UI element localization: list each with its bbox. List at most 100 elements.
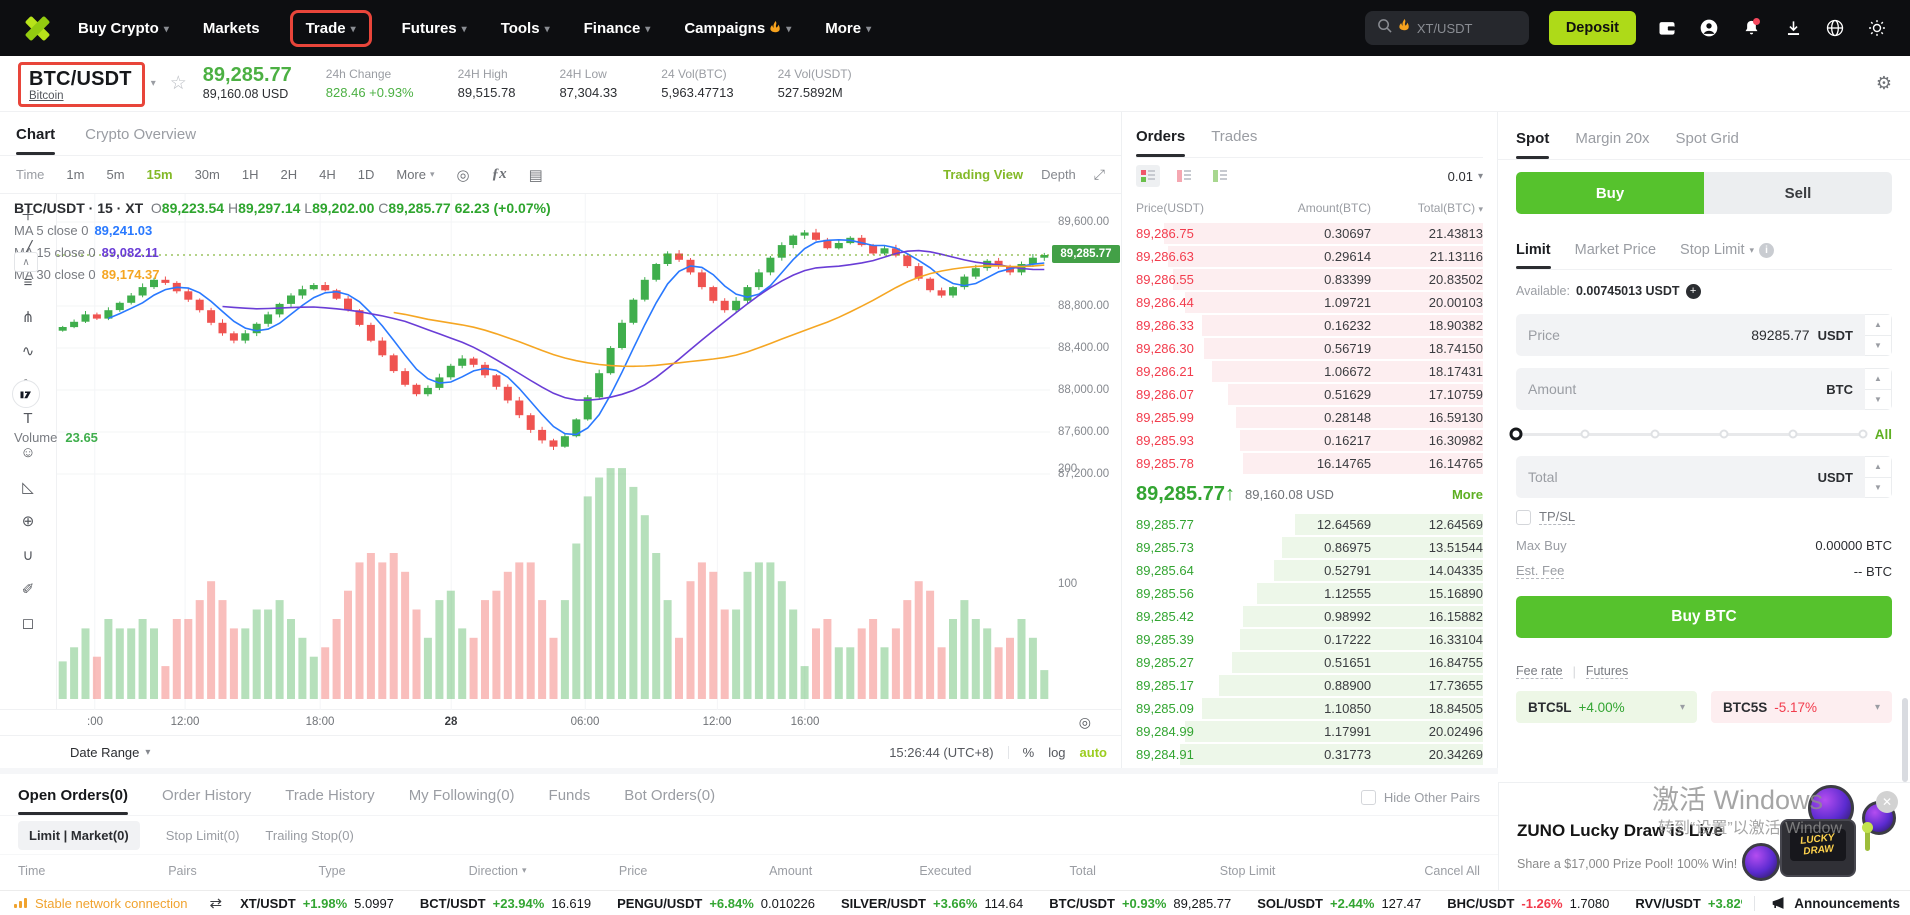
orderbook-bid-row[interactable]: 89,285.64 0.52791 14.04335 — [1136, 559, 1483, 582]
orderbook-ask-row[interactable]: 89,286.44 1.09721 20.00103 — [1136, 291, 1483, 314]
nav-item-finance[interactable]: Finance ▾ — [584, 20, 651, 37]
slider-stop-20[interactable] — [1580, 429, 1590, 439]
nav-item-buy-crypto[interactable]: Buy Crypto ▾ — [78, 20, 169, 37]
amount-step-down-icon[interactable]: ▼ — [1865, 389, 1891, 409]
tab-chart[interactable]: Chart — [16, 126, 56, 155]
orders-column-cancel-all[interactable]: Cancel All — [1424, 863, 1480, 878]
amount-step-up-icon[interactable]: ▲ — [1865, 369, 1891, 390]
orderbook-ask-row[interactable]: 89,285.99 0.28148 16.59130 — [1136, 406, 1483, 429]
price-input[interactable]: Price 89285.77 USDT — [1516, 314, 1865, 356]
scroll-to-realtime-icon[interactable]: ◎ — [1078, 714, 1091, 730]
slider-stop-40[interactable] — [1650, 429, 1660, 439]
wallet-icon[interactable] — [1656, 17, 1678, 39]
orderbook-ask-row[interactable]: 89,286.33 0.16232 18.90382 — [1136, 314, 1483, 337]
orders-column-direction[interactable]: Direction ▾ — [468, 863, 527, 878]
slider-all-button[interactable]: All — [1874, 426, 1892, 442]
edit-pencil-icon[interactable]: ✐ — [21, 580, 35, 598]
xt-logo-icon[interactable] — [22, 13, 52, 43]
orders-subtab-trailing-stop-0[interactable]: Trailing Stop(0) — [265, 827, 354, 843]
download-app-icon[interactable] — [1782, 17, 1804, 39]
tpsl-label[interactable]: TP/SL — [1539, 509, 1576, 525]
emoji-icon[interactable]: ☺ — [20, 444, 36, 461]
time-axis[interactable]: :00 12:00 18:00 28 06:00 12:00 16:00 ◎ — [0, 710, 1121, 736]
indicators-formula-icon[interactable]: ƒx — [491, 166, 507, 182]
orders-tab-funds[interactable]: Funds — [548, 787, 591, 804]
info-icon[interactable]: i — [1759, 242, 1775, 258]
orders-tab-bot-orders-0[interactable]: Bot Orders(0) — [624, 787, 716, 804]
slider-handle[interactable] — [1509, 427, 1523, 441]
pitchfork-icon[interactable]: ⋔ — [21, 308, 35, 326]
percent-scale-button[interactable]: % — [1022, 745, 1035, 760]
promo-close-icon[interactable]: ✕ — [1876, 791, 1898, 813]
order-type-market-price[interactable]: Market Price — [1574, 242, 1657, 258]
candlestick-chart[interactable] — [57, 194, 1050, 710]
mid-price[interactable]: 89,285.77↑ — [1136, 482, 1235, 505]
tradingview-logo[interactable] — [12, 380, 40, 408]
nav-item-markets[interactable]: Markets — [203, 20, 260, 37]
orderbook-ask-row[interactable]: 89,286.07 0.51629 17.10759 — [1136, 383, 1483, 406]
horizontal-lines-icon[interactable]: ≡ — [23, 274, 33, 291]
nav-item-campaigns[interactable]: Campaigns ▾ — [684, 20, 791, 37]
scrollbar-thumb[interactable] — [1902, 698, 1908, 782]
slider-stop-100[interactable] — [1858, 429, 1868, 439]
ticker-sort-icon[interactable]: ⇄ — [209, 895, 223, 912]
price-axis[interactable]: 89,600.00 88,800.00 88,400.00 88,000.00 87,6… — [1050, 194, 1122, 710]
orderbook-ask-row[interactable]: 89,286.55 0.83399 20.83502 — [1136, 268, 1483, 291]
theme-toggle-sun-icon[interactable] — [1866, 17, 1888, 39]
orderbook-ask-row[interactable]: 89,286.30 0.56719 18.74150 — [1136, 337, 1483, 360]
sell-tab-button[interactable]: Sell — [1704, 172, 1892, 214]
precision-dropdown[interactable]: 0.01 ▾ — [1447, 168, 1483, 184]
orderbook-ask-row[interactable]: 89,286.75 0.30697 21.43813 — [1136, 222, 1483, 245]
favorite-star-icon[interactable]: ☆ — [169, 73, 187, 94]
leveraged-token-btc5s[interactable]: BTC5S -5.17% ▾ — [1711, 691, 1892, 723]
tab-spot[interactable]: Spot — [1516, 130, 1550, 159]
orderbook-ask-row[interactable]: 89,285.93 0.16217 16.30982 — [1136, 429, 1483, 452]
price-step-down-icon[interactable]: ▼ — [1865, 335, 1891, 355]
deposit-button[interactable]: Deposit — [1548, 11, 1636, 45]
total-step-up-icon[interactable]: ▲ — [1865, 457, 1891, 478]
indicator-settings-icon[interactable]: ◎ — [456, 166, 470, 184]
book-more-link[interactable]: More — [1451, 486, 1483, 502]
trend-line-icon[interactable]: ╱ — [23, 240, 33, 258]
orderbook-ask-row[interactable]: 89,286.21 1.06672 18.17431 — [1136, 360, 1483, 383]
orders-subtab-stop-limit-0[interactable]: Stop Limit(0) — [165, 827, 240, 843]
interval-1H[interactable]: 1H — [241, 167, 259, 182]
orderbook-ask-row[interactable]: 89,286.63 0.29614 21.13116 — [1136, 245, 1483, 268]
ticker-bhc-usdt[interactable]: BHC/USDT -1.26% 1.7080 — [1447, 896, 1609, 911]
ticker-xt-usdt[interactable]: XT/USDT +1.98% 5.0997 — [240, 896, 394, 911]
order-type-limit[interactable]: Limit — [1516, 242, 1551, 269]
promo-card[interactable]: ✕ ZUNO Lucky Draw is Live Share a $17,00… — [1498, 782, 1910, 890]
leveraged-token-btc5l[interactable]: BTC5L +4.00% ▾ — [1516, 691, 1697, 723]
tab-orders[interactable]: Orders — [1136, 128, 1186, 157]
orderbook-bid-row[interactable]: 89,285.17 0.88900 17.73655 — [1136, 674, 1483, 697]
legend-collapse-button[interactable]: ∧ — [14, 252, 38, 272]
orderbook-bid-row[interactable]: 89,285.73 0.86975 13.51544 — [1136, 536, 1483, 559]
tab-spot-grid[interactable]: Spot Grid — [1675, 130, 1739, 147]
tab-margin-20x[interactable]: Margin 20x — [1575, 130, 1650, 147]
orders-subtab-limit-market-0[interactable]: Limit | Market(0) — [18, 820, 140, 850]
slider-stop-60[interactable] — [1719, 429, 1729, 439]
ticker-rvv-usdt[interactable]: RVV/USDT +3.82% — [1635, 896, 1742, 911]
auto-scale-button[interactable]: auto — [1079, 745, 1107, 760]
fullscreen-expand-icon[interactable]: ⤢ — [1093, 166, 1105, 182]
orderbook-bid-row[interactable]: 89,285.77 12.64569 12.64569 — [1136, 513, 1483, 536]
magnet-icon[interactable]: ∪ — [22, 546, 34, 564]
chart-sessions-icon[interactable]: ▤ — [528, 166, 543, 184]
ticker-sol-usdt[interactable]: SOL/USDT +2.44% 127.47 — [1257, 896, 1421, 911]
buy-btc-submit-button[interactable]: Buy BTC — [1516, 596, 1892, 638]
lock-icon[interactable]: ◻ — [21, 614, 35, 632]
interval-15m[interactable]: 15m — [146, 167, 173, 182]
book-column-total-btc[interactable]: Total(BTC) ▾ — [1417, 201, 1483, 215]
notifications-bell-icon[interactable] — [1740, 17, 1762, 39]
link-futures[interactable]: Futures — [1585, 664, 1629, 679]
orderbook-bid-row[interactable]: 89,284.99 1.17991 20.02496 — [1136, 720, 1483, 743]
text-tool-icon[interactable]: T — [23, 410, 33, 427]
ticker-silver-usdt[interactable]: SILVER/USDT +3.66% 114.64 — [841, 896, 1023, 911]
nav-item-trade[interactable]: Trade ▾ — [289, 9, 372, 47]
interval-more-dropdown[interactable]: More ▾ — [396, 167, 435, 182]
search-box[interactable]: XT/USDT — [1364, 11, 1529, 45]
tpsl-checkbox[interactable] — [1516, 509, 1531, 525]
add-funds-icon[interactable]: + — [1685, 283, 1701, 299]
interval-1D[interactable]: 1D — [357, 167, 375, 182]
interval-4H[interactable]: 4H — [319, 167, 336, 182]
